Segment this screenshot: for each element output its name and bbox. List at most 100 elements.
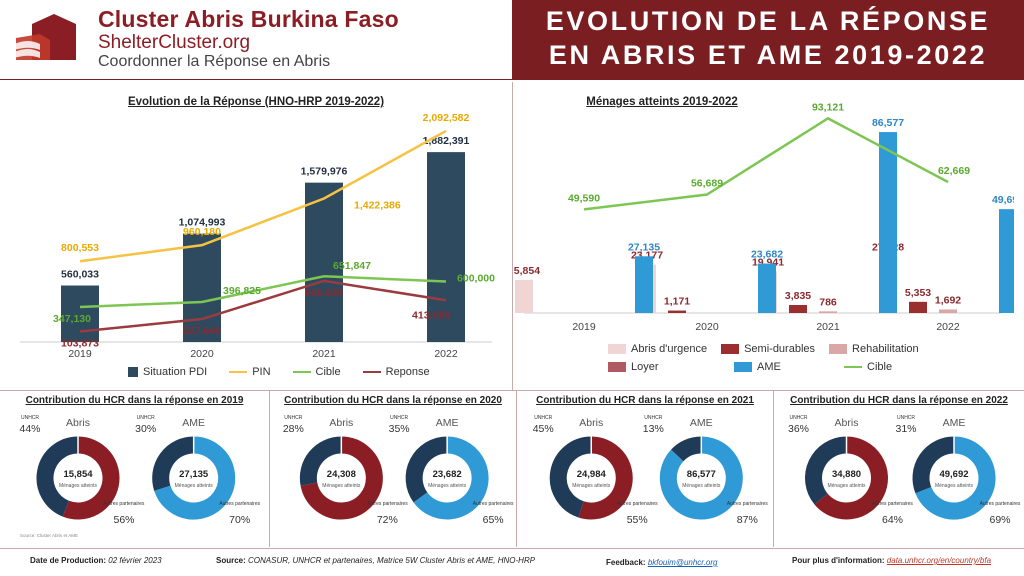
data-label-cible: 49,590 [568, 192, 600, 204]
bar-rehabilitation-2021 [819, 311, 837, 313]
data-label-abris-d-urgence: 15,854 [514, 265, 540, 277]
donut-partner-pct: 87% [737, 514, 758, 526]
panel-title: Contribution du HCR dans la réponse en 2… [284, 395, 502, 406]
donut-label-abris: Abris [329, 417, 353, 429]
bar-ame-2020 [758, 263, 776, 313]
chart-response-evolution: 560,0331,074,9931,579,9761,882,391800,55… [20, 112, 495, 360]
panel-title: Contribution du HCR dans la réponse en 2… [536, 395, 754, 406]
footer-date: Date de Production: 02 février 2023 [30, 556, 162, 565]
divider [0, 548, 1024, 549]
legend-item-semi-durables: Semi-durables [721, 343, 815, 355]
donut-unhcr-pct: 30% [135, 423, 156, 435]
x-tick-label: 2021 [312, 348, 336, 360]
donut-partner-label: Autres partenaires [617, 501, 658, 507]
legend-label: AME [757, 361, 781, 373]
donut-center-value: 27,135 [179, 469, 209, 480]
donut-center-unit: Ménages atteints [322, 483, 361, 489]
bar-situation-pdi-2021 [305, 182, 343, 342]
data-label-pin: 2,092,582 [423, 112, 470, 124]
donut-partner-pct: 72% [377, 514, 398, 526]
donut-ame-unhcr-slice [152, 436, 195, 491]
legend-label: Situation PDI [143, 366, 208, 378]
donut-partner-label: Autres partenaires [367, 501, 408, 507]
legend-item-situation-pdi: Situation PDI [128, 366, 207, 378]
donut-label-ame: AME [690, 417, 713, 429]
donut-abris-unhcr-slice [549, 436, 592, 518]
donut-unhcr-label: UNHCR [137, 415, 155, 421]
feedback-email-link[interactable]: bkfouim@unhcr.org [647, 558, 718, 567]
data-label-cible: 651,847 [333, 260, 371, 272]
footer-date-value: 02 février 2023 [108, 556, 162, 565]
header-title-banner [512, 0, 1024, 80]
donut-label-abris: Abris [66, 417, 90, 429]
chart1-title: Evolution de la Réponse (HNO-HRP 2019-20… [127, 96, 385, 108]
data-label-pin: 800,553 [61, 242, 99, 254]
org-tagline: Coordonner la Réponse en Abris [98, 53, 331, 70]
data-label-cible: 56,689 [691, 178, 723, 190]
org-url-link[interactable]: ShelterCluster.org [98, 32, 251, 53]
legend-item-abris-urgence: Abris d'urgence [608, 343, 707, 355]
legend-swatch [229, 371, 248, 373]
panel-source-note: Source: Cluster Abris et AME [20, 533, 78, 538]
donut-center-unit: Ménages atteints [827, 483, 866, 489]
data-label-cible: 62,669 [938, 165, 970, 177]
data-label-reponse: 103,873 [61, 338, 99, 350]
chart2-legend: Abris d'urgence Semi-durables Rehabilita… [608, 343, 988, 373]
donut-ame-unhcr-slice [912, 436, 955, 494]
legend-swatch [608, 344, 626, 354]
x-tick-label: 2019 [572, 321, 596, 333]
bar-situation-pdi-2022 [427, 152, 465, 342]
x-tick-label: 2020 [695, 321, 719, 333]
donut-ame-unhcr-slice [671, 436, 702, 462]
donut-unhcr-pct: 28% [283, 423, 304, 435]
donut-unhcr-label: UNHCR [390, 415, 408, 421]
page-title-line1: EVOLUTION DE LA RÉPONSE [545, 6, 991, 36]
donut-abris-partners-slice [814, 436, 888, 520]
legend-label: Cible [867, 361, 893, 373]
data-label-cible: 93,121 [812, 101, 844, 113]
donut-partner-pct: 55% [627, 514, 648, 526]
donut-center-unit: Ménages atteints [682, 483, 721, 489]
panel-hcr-contribution-1: Contribution du HCR dans la réponse en 2… [283, 395, 514, 526]
donut-abris-unhcr-slice [36, 436, 79, 517]
legend-swatch [292, 371, 311, 373]
data-label-rehabilitation: 786 [819, 296, 837, 308]
legend-label: Reponse [385, 366, 430, 378]
donut-unhcr-label: UNHCR [897, 415, 915, 421]
donut-center-unit: Ménages atteints [572, 483, 611, 489]
legend-swatch [844, 366, 862, 368]
legend-label: PIN [252, 366, 271, 378]
header-left [0, 0, 512, 80]
legend-label: Loyer [631, 361, 659, 373]
data-label-ame: 49,692 [992, 194, 1014, 206]
donut-center-value: 15,854 [63, 469, 93, 480]
line-cible [79, 274, 447, 309]
x-tick-label: 2020 [190, 348, 214, 360]
donut-partner-pct: 69% [989, 514, 1010, 526]
legend-swatch [829, 344, 848, 354]
donut-partner-pct: 56% [114, 514, 135, 526]
data-label-situation-pdi: 1,074,993 [179, 217, 226, 229]
legend-swatch [608, 362, 626, 372]
chart1-legend: Situation PDI PIN Cible Reponse [128, 366, 430, 378]
donut-unhcr-pct: 44% [20, 423, 41, 435]
bar-ame-2019 [635, 256, 653, 313]
chart2-title: Ménages atteints 2019-2022 [586, 96, 738, 108]
donut-partner-pct: 70% [229, 514, 250, 526]
data-label-pin: 1,422,386 [354, 200, 401, 212]
donut-center-unit: Ménages atteints [59, 483, 98, 489]
donut-abris-partners-slice [62, 436, 120, 520]
divider [516, 391, 517, 547]
legend-item-reponse: Reponse [362, 366, 430, 378]
donut-center-unit: Ménages atteints [175, 483, 214, 489]
donut-label-abris: Abris [835, 417, 859, 429]
data-label-cible: 347,130 [53, 313, 91, 325]
donut-center-value: 24,308 [327, 469, 356, 480]
x-tick-label: 2021 [816, 321, 840, 333]
legend-item-pin: PIN [229, 366, 271, 378]
legend-label: Cible [315, 366, 341, 378]
bar-rehabilitation-2022 [939, 309, 957, 313]
data-label-situation-pdi: 560,033 [61, 269, 99, 281]
data-label-semi-durables: 1,171 [664, 296, 690, 308]
info-url-link[interactable]: data.unhcr.org/en/country/bfa [886, 556, 992, 565]
